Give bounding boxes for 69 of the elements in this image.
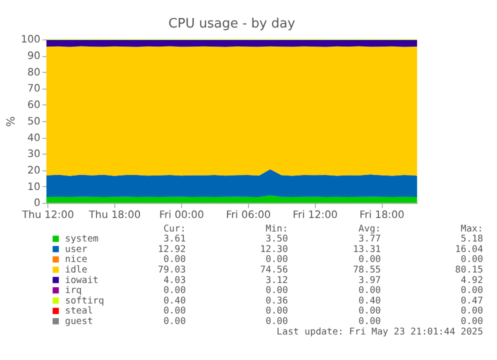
x-tick-label: Fri 06:00 <box>226 210 271 222</box>
text: 4.92 <box>460 274 484 286</box>
y-tick-label: 10 <box>27 182 40 193</box>
y-tick-label: 60 <box>27 100 40 112</box>
text: 3.12 <box>266 274 288 286</box>
y-tick-label: 100 <box>20 34 40 46</box>
text: 0.00 <box>266 316 288 328</box>
text: 74.56 <box>260 264 288 276</box>
text: 79.03 <box>158 264 186 276</box>
text: 13.31 <box>352 244 381 255</box>
x-tick-label: Thu 18:00 <box>88 210 141 222</box>
legend-label: irq <box>65 285 82 296</box>
y-tick-label: 40 <box>27 132 40 144</box>
legend-label: guest <box>65 316 93 328</box>
text: 4.03 <box>163 274 186 286</box>
text: 0.47 <box>460 295 484 306</box>
text: Avg: <box>358 223 381 234</box>
text: 0.00 <box>358 254 381 266</box>
y-tick-label: 90 <box>27 51 40 62</box>
legend-label: iowait <box>65 274 99 286</box>
text: Cur: <box>163 223 186 234</box>
text: 80.15 <box>455 264 484 276</box>
text: 0.00 <box>266 285 288 296</box>
y-tick-label: 30 <box>27 149 40 160</box>
text: 78.55 <box>352 264 381 276</box>
text: 3.61 <box>163 234 186 245</box>
x-tick-label: Thu 12:00 <box>21 210 74 222</box>
text: 0.00 <box>460 316 484 328</box>
x-tick-label: Fri 12:00 <box>292 210 338 222</box>
y-tick-label: 50 <box>27 116 40 128</box>
legend-label: user <box>65 244 88 255</box>
y-axis-title: % <box>4 116 18 127</box>
text: 0.00 <box>358 316 381 328</box>
text: 0.00 <box>460 254 484 266</box>
text: Last update: Fri May 23 21:01:44 2025 <box>276 326 484 338</box>
text: 0.00 <box>358 306 381 317</box>
y-tick-label: 0 <box>34 198 40 210</box>
legend-label: idle <box>65 264 88 276</box>
text: Min: <box>266 223 288 234</box>
text: 16.04 <box>455 244 484 255</box>
text: 0.40 <box>358 295 381 306</box>
text: 5.18 <box>460 234 484 245</box>
text: 3.97 <box>358 274 381 286</box>
text: 0.00 <box>266 306 288 317</box>
legend-label: steal <box>65 306 93 317</box>
legend-label: softirq <box>65 295 104 306</box>
text: 0.36 <box>266 295 288 306</box>
text: 12.30 <box>260 244 288 255</box>
text: 0.00 <box>163 285 186 296</box>
text: 0.00 <box>460 285 484 296</box>
text: 0.40 <box>163 295 186 306</box>
chart-title: CPU usage - by day <box>168 16 296 32</box>
text: 3.77 <box>358 234 381 245</box>
y-tick-label: 20 <box>27 165 40 176</box>
text: 12.92 <box>158 244 186 255</box>
text: 0.00 <box>358 285 381 296</box>
y-tick-label: 80 <box>27 67 40 78</box>
x-tick-label: Fri 00:00 <box>159 210 204 222</box>
legend-label: nice <box>65 254 88 266</box>
text: 0.00 <box>163 254 186 266</box>
legend-label: system <box>65 234 99 245</box>
text: 0.00 <box>266 254 288 266</box>
text: 3.50 <box>266 234 288 245</box>
y-tick-label: 70 <box>27 84 40 95</box>
x-tick-label: Fri 18:00 <box>360 210 404 222</box>
text: 0.00 <box>163 306 186 317</box>
text: 0.00 <box>163 316 186 328</box>
text: Max: <box>460 223 484 234</box>
text: 0.00 <box>460 306 484 317</box>
